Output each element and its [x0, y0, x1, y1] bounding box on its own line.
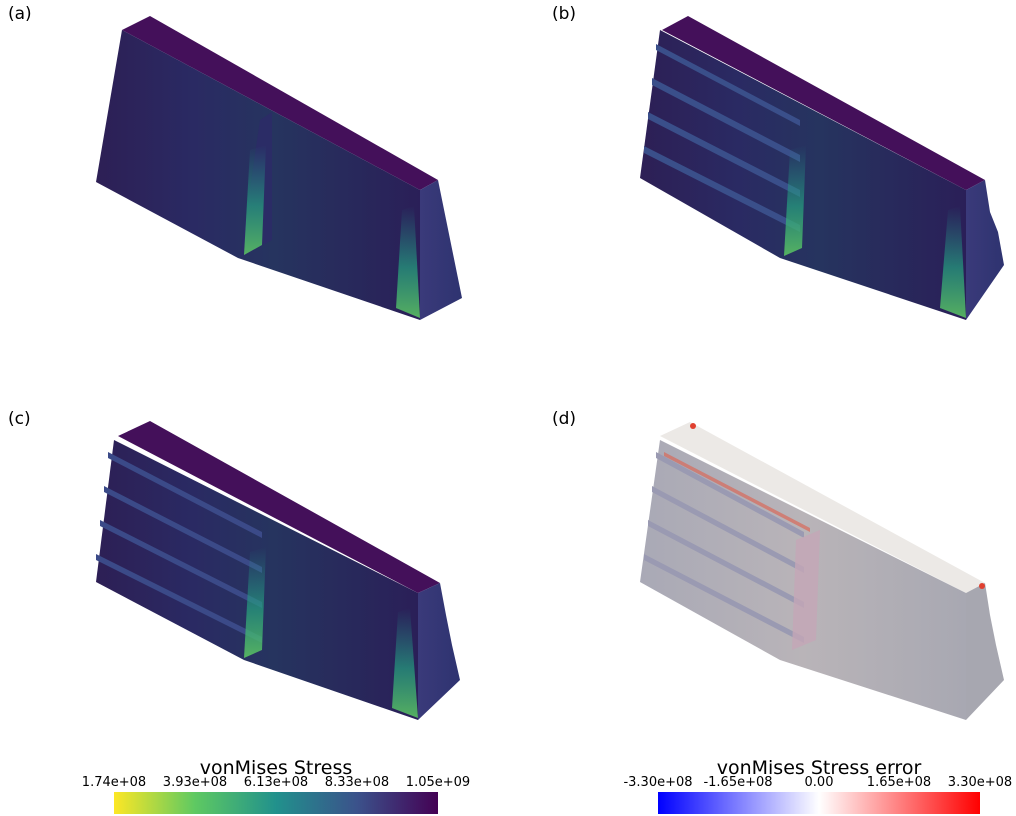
error-colorbar: [658, 792, 980, 814]
panel-label-b: (b): [552, 4, 577, 24]
model-d: [640, 422, 1004, 720]
stress-colorbar: [114, 792, 438, 814]
panel-label-a: (a): [8, 4, 32, 24]
error-tick: -1.65e+08: [703, 775, 773, 790]
stress-tick: 1.05e+09: [405, 775, 471, 790]
error-tick: -3.30e+08: [623, 775, 693, 790]
stress-tick: 1.74e+08: [81, 775, 147, 790]
panel-label-d: (d): [552, 409, 577, 429]
stress-tick: 3.93e+08: [162, 775, 228, 790]
stress-tick: 8.33e+08: [324, 775, 390, 790]
model-a: [96, 16, 462, 320]
model-b: [640, 16, 1004, 320]
error-tick: 0.00: [804, 775, 834, 790]
error-colorbar-title: vonMises Stress error: [716, 757, 922, 779]
stress-tick: 6.13e+08: [243, 775, 309, 790]
panel-label-c: (c): [8, 409, 31, 429]
error-tick: 3.30e+08: [947, 775, 1013, 790]
stress-colorbar-title: vonMises Stress: [199, 757, 353, 779]
error-tick: 1.65e+08: [866, 775, 932, 790]
model-c: [96, 421, 460, 720]
